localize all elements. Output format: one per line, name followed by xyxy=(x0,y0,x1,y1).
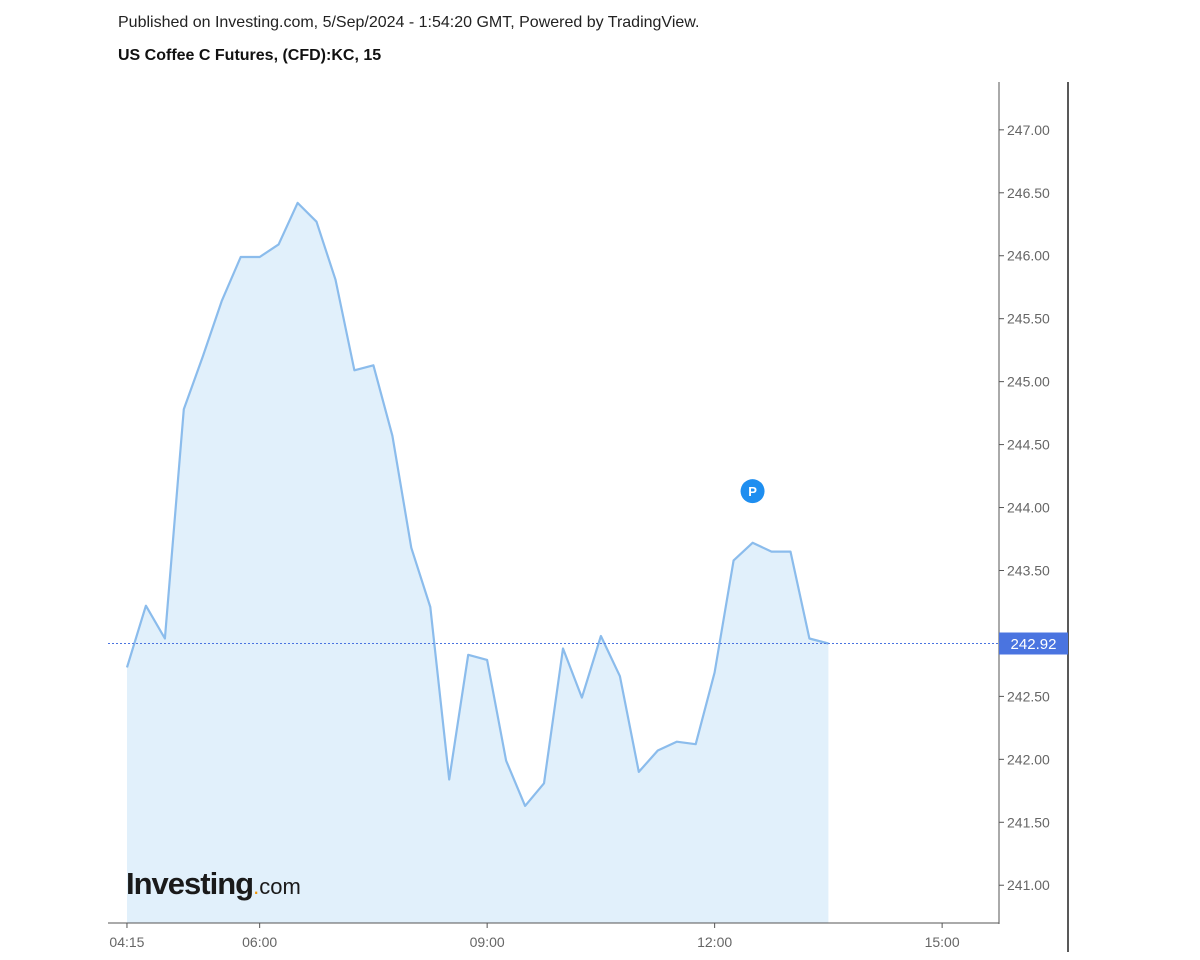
time-tick-label: 06:00 xyxy=(242,934,277,950)
price-tick-label: 244.00 xyxy=(1007,500,1050,516)
logo-dot: . xyxy=(253,874,260,899)
p-marker-label: P xyxy=(748,484,757,499)
last-price-badge xyxy=(999,632,1068,655)
price-tick-label: 245.00 xyxy=(1007,374,1050,390)
markers: P xyxy=(740,479,765,504)
area-layer xyxy=(125,201,829,923)
logo-suffix-group: .com xyxy=(253,874,301,899)
price-line xyxy=(125,201,829,807)
time-tick-label: 09:00 xyxy=(470,934,505,950)
time-axis-ticks: 04:15 06:00 09:00 12:00 15:00 xyxy=(109,923,960,950)
time-tick-label: 12:00 xyxy=(697,934,732,950)
published-info: Published on Investing.com, 5/Sep/2024 -… xyxy=(118,14,700,31)
time-tick-label: 15:00 xyxy=(925,934,960,950)
logo-suffix: com xyxy=(259,874,301,899)
price-tick-label: 246.50 xyxy=(1007,185,1050,201)
axes xyxy=(108,82,1069,952)
price-axis-ticks: 247.00 246.50 246.00 245.50 245.00 244.50 244.… xyxy=(999,122,1050,893)
price-area-fill xyxy=(127,202,829,923)
price-tick-label: 244.50 xyxy=(1007,437,1050,453)
price-tick-label: 243.50 xyxy=(1007,562,1050,578)
price-tick-label: 245.50 xyxy=(1007,311,1050,327)
price-tick-label: 241.00 xyxy=(1007,877,1050,893)
p-marker-icon xyxy=(740,479,765,504)
time-tick-label: 04:15 xyxy=(109,934,144,950)
price-tick-label: 247.00 xyxy=(1007,122,1050,138)
investing-logo: Investing.com xyxy=(126,866,301,902)
price-tick-label: 241.50 xyxy=(1007,814,1050,830)
price-tick-label: 242.50 xyxy=(1007,688,1050,704)
chart-title: US Coffee C Futures, (CFD):KC, 15 xyxy=(118,47,382,64)
last-price-group: 242.92 xyxy=(108,632,1068,655)
price-tick-label: 242.00 xyxy=(1007,751,1050,767)
logo-main: Investing xyxy=(126,866,254,901)
last-price-label: 242.92 xyxy=(1011,636,1057,653)
price-tick-label: 246.00 xyxy=(1007,248,1050,264)
